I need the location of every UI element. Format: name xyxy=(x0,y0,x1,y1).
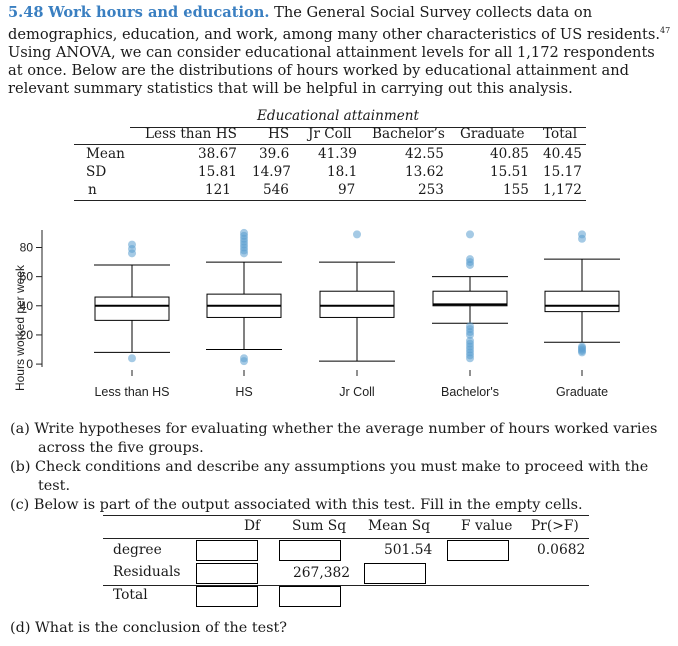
y-tick-label: 60 xyxy=(20,270,34,284)
outlier-point xyxy=(128,354,136,363)
iqr-box xyxy=(94,296,170,321)
part-b: (b) Check conditions and describe any as… xyxy=(10,459,649,494)
stats-cell: 97 xyxy=(338,182,356,198)
outlier-point xyxy=(466,255,474,264)
y-axis-label: Hours worked per week xyxy=(13,264,27,391)
stats-header-rule xyxy=(74,144,586,145)
stats-cell: 13.62 xyxy=(405,164,444,180)
outlier-point xyxy=(466,230,474,239)
outlier-point xyxy=(240,228,248,237)
x-category-label: HS xyxy=(235,385,252,399)
anova-row-label: degree xyxy=(113,542,162,558)
stats-cell: 40.45 xyxy=(543,146,582,162)
residuals-meansq-blank-cell[interactable] xyxy=(364,563,426,584)
anova-top-rule xyxy=(103,515,589,516)
total-df-blank-cell[interactable] xyxy=(196,586,258,607)
stats-cell: 40.85 xyxy=(490,146,529,162)
stats-row-label: n xyxy=(88,182,97,198)
box-group xyxy=(94,240,170,376)
outlier-point xyxy=(578,230,586,239)
stats-cell: 155 xyxy=(503,182,529,198)
x-category-label: Jr Coll xyxy=(339,385,374,399)
iqr-box xyxy=(432,290,508,307)
stats-cell: 41.39 xyxy=(318,146,357,162)
outlier-point xyxy=(128,240,136,249)
problem-title: Work hours and education. xyxy=(48,4,270,21)
stats-cell: 15.51 xyxy=(490,164,529,180)
anova-col-header: F value xyxy=(461,518,513,534)
total-sumsq-blank-cell[interactable] xyxy=(279,586,341,607)
y-tick-label: 40 xyxy=(20,299,34,313)
anova-total-rule xyxy=(103,585,589,586)
stats-col-header: HS xyxy=(268,126,290,142)
x-category-label: Less than HS xyxy=(94,385,169,399)
box-group xyxy=(206,228,282,376)
y-tick-label: 0 xyxy=(26,357,33,371)
stats-cell: 18.1 xyxy=(327,164,358,180)
stats-cell: 42.55 xyxy=(405,146,444,162)
problem-number: 5.48 xyxy=(8,4,44,21)
degree-df-blank-cell[interactable] xyxy=(196,540,258,561)
anova-col-header: Pr(>F) xyxy=(531,518,579,534)
stats-cell: 15.81 xyxy=(198,164,237,180)
x-category-label: Bachelor's xyxy=(441,385,499,399)
part-c: (c) Below is part of the output associat… xyxy=(10,497,583,513)
problem-intro: 5.48 Work hours and education. The Gener… xyxy=(8,4,672,98)
y-tick-label: 20 xyxy=(20,328,34,342)
x-category-label: Graduate xyxy=(556,385,608,399)
degree-sumsq-blank-cell[interactable] xyxy=(279,540,341,561)
stats-cell: 39.6 xyxy=(259,146,290,162)
outlier-point xyxy=(240,354,248,363)
stats-col-header: Total xyxy=(543,126,578,142)
outlier-point xyxy=(466,322,474,331)
part-d: (d) What is the conclusion of the test? xyxy=(10,620,288,636)
anova-col-header: Sum Sq xyxy=(292,518,347,534)
stats-cell: 14.97 xyxy=(252,164,291,180)
question-parts: (a) Write hypotheses for evaluating whet… xyxy=(10,420,674,515)
stats-cell: 253 xyxy=(418,182,444,198)
y-axis-ticks: 0 20 40 60 80 xyxy=(20,240,42,371)
hours-boxplot-chart: Hours worked per week 0 20 40 60 80 Less tha… xyxy=(13,228,620,399)
stats-cell: 546 xyxy=(263,182,289,198)
problem-body: The General Social Survey collects data … xyxy=(8,4,660,43)
stats-cell: 15.17 xyxy=(543,164,582,180)
stats-row-label: SD xyxy=(86,164,107,180)
anova-col-header: Df xyxy=(244,518,261,534)
y-tick-label: 80 xyxy=(20,240,34,254)
problem-body-2: Using ANOVA, we can consider educational… xyxy=(8,43,655,97)
stats-col-header: Jr Coll xyxy=(308,126,352,142)
residuals-df-blank-cell[interactable] xyxy=(196,563,258,584)
iqr-box xyxy=(544,290,620,313)
outlier-point xyxy=(578,342,586,351)
anova-row-label: Residuals xyxy=(113,564,181,580)
box-group xyxy=(432,230,508,376)
stats-cell: 38.67 xyxy=(198,146,237,162)
stats-col-header: Graduate xyxy=(460,126,525,142)
box-group xyxy=(319,230,395,376)
stats-row-label: Mean xyxy=(86,146,125,162)
outlier-point xyxy=(466,336,474,345)
box-group xyxy=(544,230,620,376)
anova-row-label: Total xyxy=(113,587,148,603)
stats-cell: 1,172 xyxy=(543,182,582,198)
boxplot-series xyxy=(94,228,620,376)
stats-col-header: Less than HS xyxy=(145,126,237,142)
stats-bottom-rule xyxy=(74,200,586,201)
residuals-sum-sq: 267,382 xyxy=(293,565,351,581)
footnote-marker: 47 xyxy=(660,26,671,35)
stats-cell: 121 xyxy=(205,182,231,198)
stats-group-header: Educational attainment xyxy=(257,108,420,124)
x-axis-labels: Less than HS HS Jr Coll Bachelor's Graduate xyxy=(94,385,608,399)
outlier-point xyxy=(353,230,361,239)
degree-mean-sq: 501.54 xyxy=(384,542,433,558)
summary-statistics-table: Educational attainment Less than HS HS J… xyxy=(0,0,678,210)
iqr-box xyxy=(319,290,395,318)
degree-p-value: 0.0682 xyxy=(537,542,586,558)
anova-header-rule xyxy=(103,538,589,539)
stats-group-rule xyxy=(130,127,586,128)
degree-fvalue-blank-cell[interactable] xyxy=(447,540,509,561)
anova-col-header: Mean Sq xyxy=(368,518,431,534)
stats-col-header: Bachelor’s xyxy=(372,126,445,142)
part-a: (a) Write hypotheses for evaluating whet… xyxy=(10,421,658,456)
